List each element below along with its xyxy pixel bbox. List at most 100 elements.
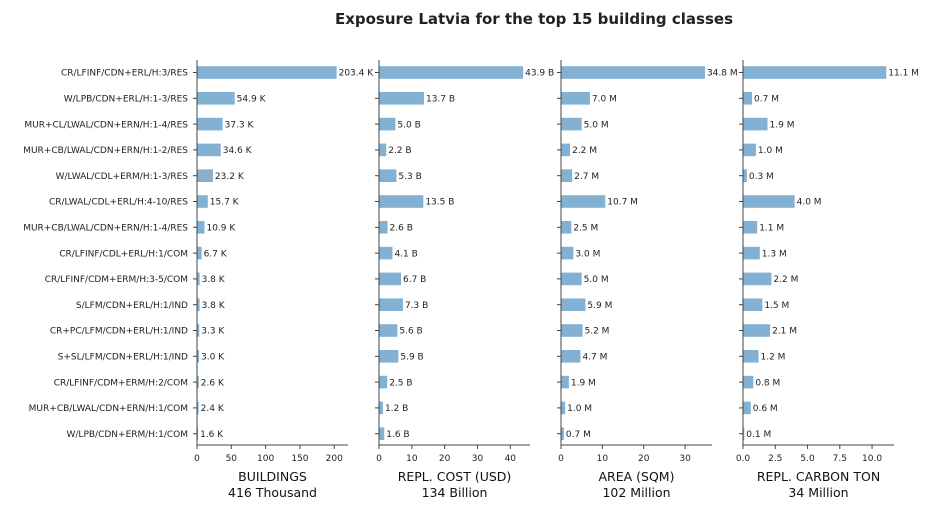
data-label: 2.2 B (388, 146, 411, 156)
panel-4: 11.1 M 0.7 M 1.9 M 1.0 M 0.3 M 4.0 M 1.1 M 1.3 … (736, 60, 919, 500)
bar (197, 66, 337, 79)
bar (379, 195, 424, 208)
data-label: 15.7 K (210, 198, 240, 208)
data-label: 1.0 M (758, 146, 783, 156)
data-label: 6.7 K (204, 249, 228, 259)
data-label: 54.9 K (237, 95, 267, 105)
bar (379, 92, 424, 105)
bar (379, 221, 388, 234)
category-label: S+SL/LFM/CDN+ERL/H:1/IND (58, 353, 188, 363)
x-axis-label: REPL. COST (USD) (398, 469, 512, 484)
x-tick-label: 40 (505, 454, 517, 464)
bar (743, 117, 768, 131)
data-label: 6.7 B (403, 275, 426, 285)
data-label: 1.9 M (770, 120, 795, 130)
panel-1: 203.4 K 54.9 K 37.3 K 34.6 K 23.2 K 15.7 K 10.… (23, 60, 374, 500)
x-tick-label: 50 (226, 454, 238, 464)
data-label: 3.0 M (575, 249, 600, 259)
bar (743, 401, 751, 415)
panel-2: 43.9 B 13.7 B 5.0 B 2.2 B 5.3 B 13.5 B 2.6 B 4.… (375, 60, 554, 500)
data-label: 2.1 M (772, 327, 797, 337)
data-label: 37.3 K (225, 120, 255, 130)
category-label: CR+PC/LFM/CDN+ERL/H:1/IND (50, 327, 188, 337)
category-label: CR/LFINF/CDN+ERL/H:3/RES (61, 69, 188, 79)
data-label: 5.0 B (397, 120, 420, 130)
bar (561, 117, 582, 131)
bar (561, 427, 564, 440)
x-axis-total: 34 Million (788, 485, 848, 500)
data-label: 0.3 M (749, 172, 774, 182)
data-label: 5.9 B (400, 353, 423, 363)
data-label: 0.1 M (746, 430, 771, 440)
bar (743, 427, 745, 440)
data-label: 1.3 M (762, 249, 787, 259)
x-tick-label: 0.0 (736, 454, 751, 464)
category-label: W/LPB/CDN+ERL/H:1-3/RES (64, 95, 189, 105)
bar (743, 324, 771, 337)
data-label: 2.2 M (572, 146, 597, 156)
category-label: W/LWAL/CDL+ERM/H:1-3/RES (56, 172, 189, 182)
data-label: 0.7 M (566, 430, 591, 440)
x-tick-label: 100 (257, 454, 274, 464)
bar (379, 117, 396, 131)
bar (379, 350, 399, 363)
data-label: 1.2 B (385, 404, 408, 414)
bar (561, 375, 569, 389)
data-label: 2.4 K (201, 404, 225, 414)
data-label: 5.6 B (399, 327, 422, 337)
data-label: 3.3 K (201, 327, 225, 337)
x-tick-label: 0 (558, 454, 564, 464)
bar (561, 169, 573, 182)
data-label: 2.2 M (773, 275, 798, 285)
data-label: 2.5 B (389, 378, 412, 388)
data-label: 4.0 M (797, 198, 822, 208)
category-label: S/LFM/CDN+ERL/H:1/IND (76, 301, 188, 311)
x-tick-label: 10 (597, 454, 609, 464)
data-label: 34.8 M (707, 69, 738, 79)
bar (561, 272, 582, 286)
data-label: 2.5 M (573, 224, 598, 234)
data-label: 10.7 M (607, 198, 638, 208)
data-label: 2.6 K (201, 378, 225, 388)
bar (379, 66, 524, 79)
bar (197, 272, 200, 286)
bar (561, 350, 581, 363)
x-tick-label: 0 (194, 454, 200, 464)
bar (743, 375, 754, 389)
data-label: 3.8 K (202, 275, 226, 285)
x-tick-label: 2.5 (768, 454, 782, 464)
bar (561, 221, 572, 234)
data-label: 13.5 B (425, 198, 454, 208)
data-label: 203.4 K (339, 69, 375, 79)
x-tick-label: 200 (326, 454, 343, 464)
category-label: CR/LWAL/CDL+ERL/H:4-10/RES (49, 198, 188, 208)
bar (743, 298, 763, 311)
bar (561, 143, 571, 157)
bar (561, 324, 583, 337)
data-label: 3.8 K (202, 301, 226, 311)
bar (743, 143, 756, 157)
data-label: 34.6 K (223, 146, 253, 156)
x-tick-label: 20 (638, 454, 650, 464)
data-label: 5.9 M (587, 301, 612, 311)
x-axis-total: 102 Million (602, 485, 670, 500)
data-label: 1.0 M (567, 404, 592, 414)
category-label: MUR+CB/LWAL/CDN+ERN/H:1/COM (29, 404, 188, 414)
x-tick-label: 30 (679, 454, 691, 464)
data-label: 4.1 B (394, 249, 417, 259)
bar (379, 427, 385, 440)
bar (743, 272, 772, 286)
x-tick-label: 10 (406, 454, 418, 464)
category-label: MUR+CL/LWAL/CDN+ERN/H:1-4/RES (24, 120, 188, 130)
data-label: 1.2 M (760, 353, 785, 363)
category-label: MUR+CB/LWAL/CDN+ERN/H:1-2/RES (23, 146, 188, 156)
x-tick-label: 7.5 (833, 454, 847, 464)
x-tick-label: 20 (439, 454, 451, 464)
bar (561, 246, 574, 260)
bar (379, 246, 393, 260)
bar (561, 298, 586, 311)
bar (743, 221, 758, 234)
chart-panels: 203.4 K 54.9 K 37.3 K 34.6 K 23.2 K 15.7 K 10.… (23, 60, 919, 500)
bar (197, 117, 223, 131)
